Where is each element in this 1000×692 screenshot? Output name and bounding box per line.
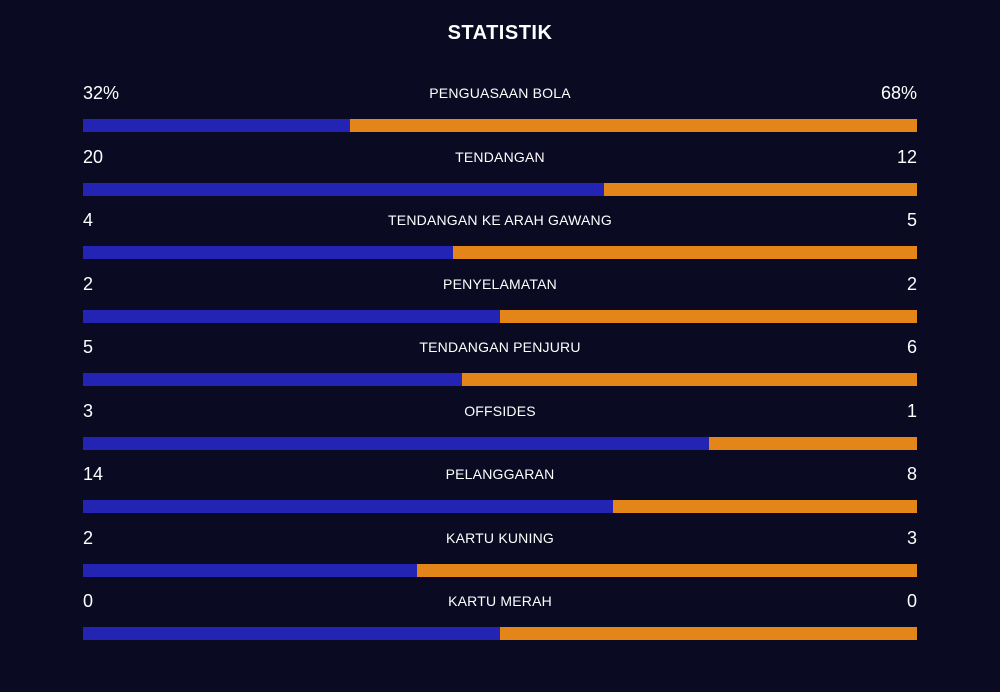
stats-title: STATISTIK	[447, 22, 553, 44]
away-bar-segment	[462, 373, 917, 386]
stat-row: 0 KARTU MERAH 0	[83, 587, 917, 651]
away-value: 3	[906, 527, 917, 548]
home-value: 5	[83, 337, 94, 357]
home-bar-segment	[83, 309, 500, 323]
stat-label: PENYELAMATAN	[443, 275, 557, 292]
home-value: 2	[83, 273, 94, 294]
comparison-bar	[83, 309, 917, 323]
home-value: 2	[83, 527, 94, 548]
stat-header: 20 TENDANGAN 12	[83, 143, 917, 181]
home-value: 4	[83, 210, 94, 230]
stat-label: OFFSIDES	[464, 402, 536, 419]
stat-row: 20 TENDANGAN 12	[83, 143, 917, 207]
away-bar-segment	[708, 436, 917, 450]
home-bar-segment	[83, 182, 605, 196]
home-bar-segment	[83, 119, 350, 132]
home-value: 32%	[83, 83, 120, 103]
away-value: 6	[906, 337, 917, 357]
stat-header: 0 KARTU MERAH 0	[83, 587, 917, 625]
comparison-bar	[83, 563, 917, 577]
home-value: 3	[83, 400, 94, 421]
comparison-bar	[83, 500, 917, 513]
away-bar-segment	[500, 309, 917, 323]
away-value: 8	[906, 464, 917, 484]
comparison-bar	[83, 373, 917, 386]
away-value: 68%	[880, 83, 917, 103]
stat-label: KARTU MERAH	[448, 593, 552, 609]
comparison-bar	[83, 246, 917, 259]
stat-row: 14 PELANGGARAN 8	[83, 460, 917, 524]
stat-label: PENGUASAAN BOLA	[429, 85, 571, 101]
away-bar-segment	[349, 119, 917, 132]
away-value: 0	[906, 591, 917, 611]
stat-header: 5 TENDANGAN PENJURU 6	[83, 333, 917, 371]
comparison-bar	[83, 436, 917, 450]
stats-list: 32% PENGUASAAN BOLA 68% 20 TENDANGAN 12 4 TENDA…	[83, 79, 917, 651]
home-bar-segment	[83, 563, 417, 577]
stat-header: 32% PENGUASAAN BOLA 68%	[83, 79, 917, 117]
stat-row: 3 OFFSIDES 1	[83, 397, 917, 461]
stat-label: TENDANGAN KE ARAH GAWANG	[388, 212, 612, 228]
stat-row: 32% PENGUASAAN BOLA 68%	[83, 79, 917, 143]
away-value: 2	[906, 273, 917, 294]
stat-row: 4 TENDANGAN KE ARAH GAWANG 5	[83, 206, 917, 270]
home-bar-segment	[83, 500, 614, 513]
away-bar-segment	[453, 246, 917, 259]
home-value: 20	[83, 146, 104, 167]
stat-label: TENDANGAN PENJURU	[419, 339, 581, 355]
home-bar-segment	[83, 373, 463, 386]
comparison-bar	[83, 182, 917, 196]
stat-row: 2 PENYELAMATAN 2	[83, 270, 917, 334]
comparison-bar	[83, 119, 917, 132]
away-bar-segment	[416, 563, 917, 577]
away-bar-segment	[613, 500, 917, 513]
stat-label: KARTU KUNING	[446, 529, 554, 546]
stat-header: 2 PENYELAMATAN 2	[83, 270, 917, 308]
stat-header: 14 PELANGGARAN 8	[83, 460, 917, 498]
away-bar-segment	[604, 182, 917, 196]
home-bar-segment	[83, 436, 709, 450]
away-value: 5	[906, 210, 917, 230]
away-value: 1	[906, 400, 917, 421]
stat-header: 4 TENDANGAN KE ARAH GAWANG 5	[83, 206, 917, 244]
stat-header: 3 OFFSIDES 1	[83, 397, 917, 435]
stat-header: 2 KARTU KUNING 3	[83, 524, 917, 562]
away-value: 12	[896, 146, 917, 167]
stat-label: PELANGGARAN	[445, 466, 555, 482]
stat-row: 2 KARTU KUNING 3	[83, 524, 917, 588]
stat-row: 5 TENDANGAN PENJURU 6	[83, 333, 917, 397]
home-bar-segment	[83, 627, 500, 640]
comparison-bar	[83, 627, 917, 640]
stat-label: TENDANGAN	[455, 148, 545, 165]
away-bar-segment	[500, 627, 917, 640]
home-value: 14	[83, 464, 104, 484]
home-bar-segment	[83, 246, 454, 259]
home-value: 0	[83, 591, 94, 611]
